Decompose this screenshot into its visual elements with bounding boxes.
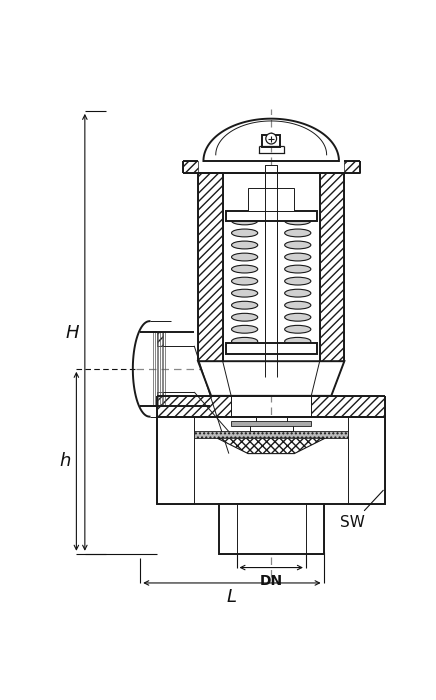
Polygon shape	[198, 173, 223, 361]
Polygon shape	[348, 416, 385, 504]
Bar	[194, 430, 348, 438]
Bar	[265, 165, 277, 377]
Ellipse shape	[232, 314, 258, 321]
Ellipse shape	[285, 301, 311, 309]
Ellipse shape	[232, 217, 258, 225]
Ellipse shape	[232, 301, 258, 309]
Ellipse shape	[285, 314, 311, 321]
Bar	[250, 423, 293, 430]
Ellipse shape	[232, 265, 258, 273]
Ellipse shape	[232, 241, 258, 249]
Bar	[219, 504, 324, 554]
Bar	[157, 416, 385, 504]
Polygon shape	[157, 416, 194, 504]
Ellipse shape	[285, 241, 311, 249]
Text: L: L	[227, 588, 237, 606]
Ellipse shape	[232, 326, 258, 333]
Ellipse shape	[232, 277, 258, 285]
Text: H: H	[66, 323, 79, 342]
Bar	[248, 188, 294, 211]
Circle shape	[266, 133, 276, 144]
Text: h: h	[59, 452, 71, 470]
Ellipse shape	[285, 253, 311, 261]
Polygon shape	[183, 161, 198, 173]
Polygon shape	[157, 332, 164, 346]
Bar	[256, 416, 286, 423]
Polygon shape	[219, 504, 237, 554]
Ellipse shape	[285, 229, 311, 237]
Polygon shape	[320, 173, 344, 361]
Polygon shape	[157, 396, 231, 416]
Bar	[231, 421, 311, 426]
Polygon shape	[157, 392, 164, 406]
Ellipse shape	[285, 337, 311, 345]
Bar	[262, 134, 280, 147]
Ellipse shape	[232, 253, 258, 261]
Ellipse shape	[232, 337, 258, 345]
Polygon shape	[306, 504, 324, 554]
Polygon shape	[198, 361, 231, 396]
Ellipse shape	[285, 326, 311, 333]
Bar	[226, 344, 317, 354]
Text: SW: SW	[341, 490, 383, 531]
Ellipse shape	[285, 217, 311, 225]
Bar	[226, 211, 317, 221]
Polygon shape	[311, 396, 385, 416]
Ellipse shape	[232, 229, 258, 237]
Polygon shape	[311, 361, 344, 396]
Polygon shape	[198, 361, 344, 396]
Polygon shape	[217, 438, 325, 454]
Ellipse shape	[232, 289, 258, 297]
Ellipse shape	[285, 265, 311, 273]
Polygon shape	[344, 161, 360, 173]
Ellipse shape	[285, 289, 311, 297]
Ellipse shape	[285, 277, 311, 285]
Text: DN: DN	[259, 575, 283, 589]
